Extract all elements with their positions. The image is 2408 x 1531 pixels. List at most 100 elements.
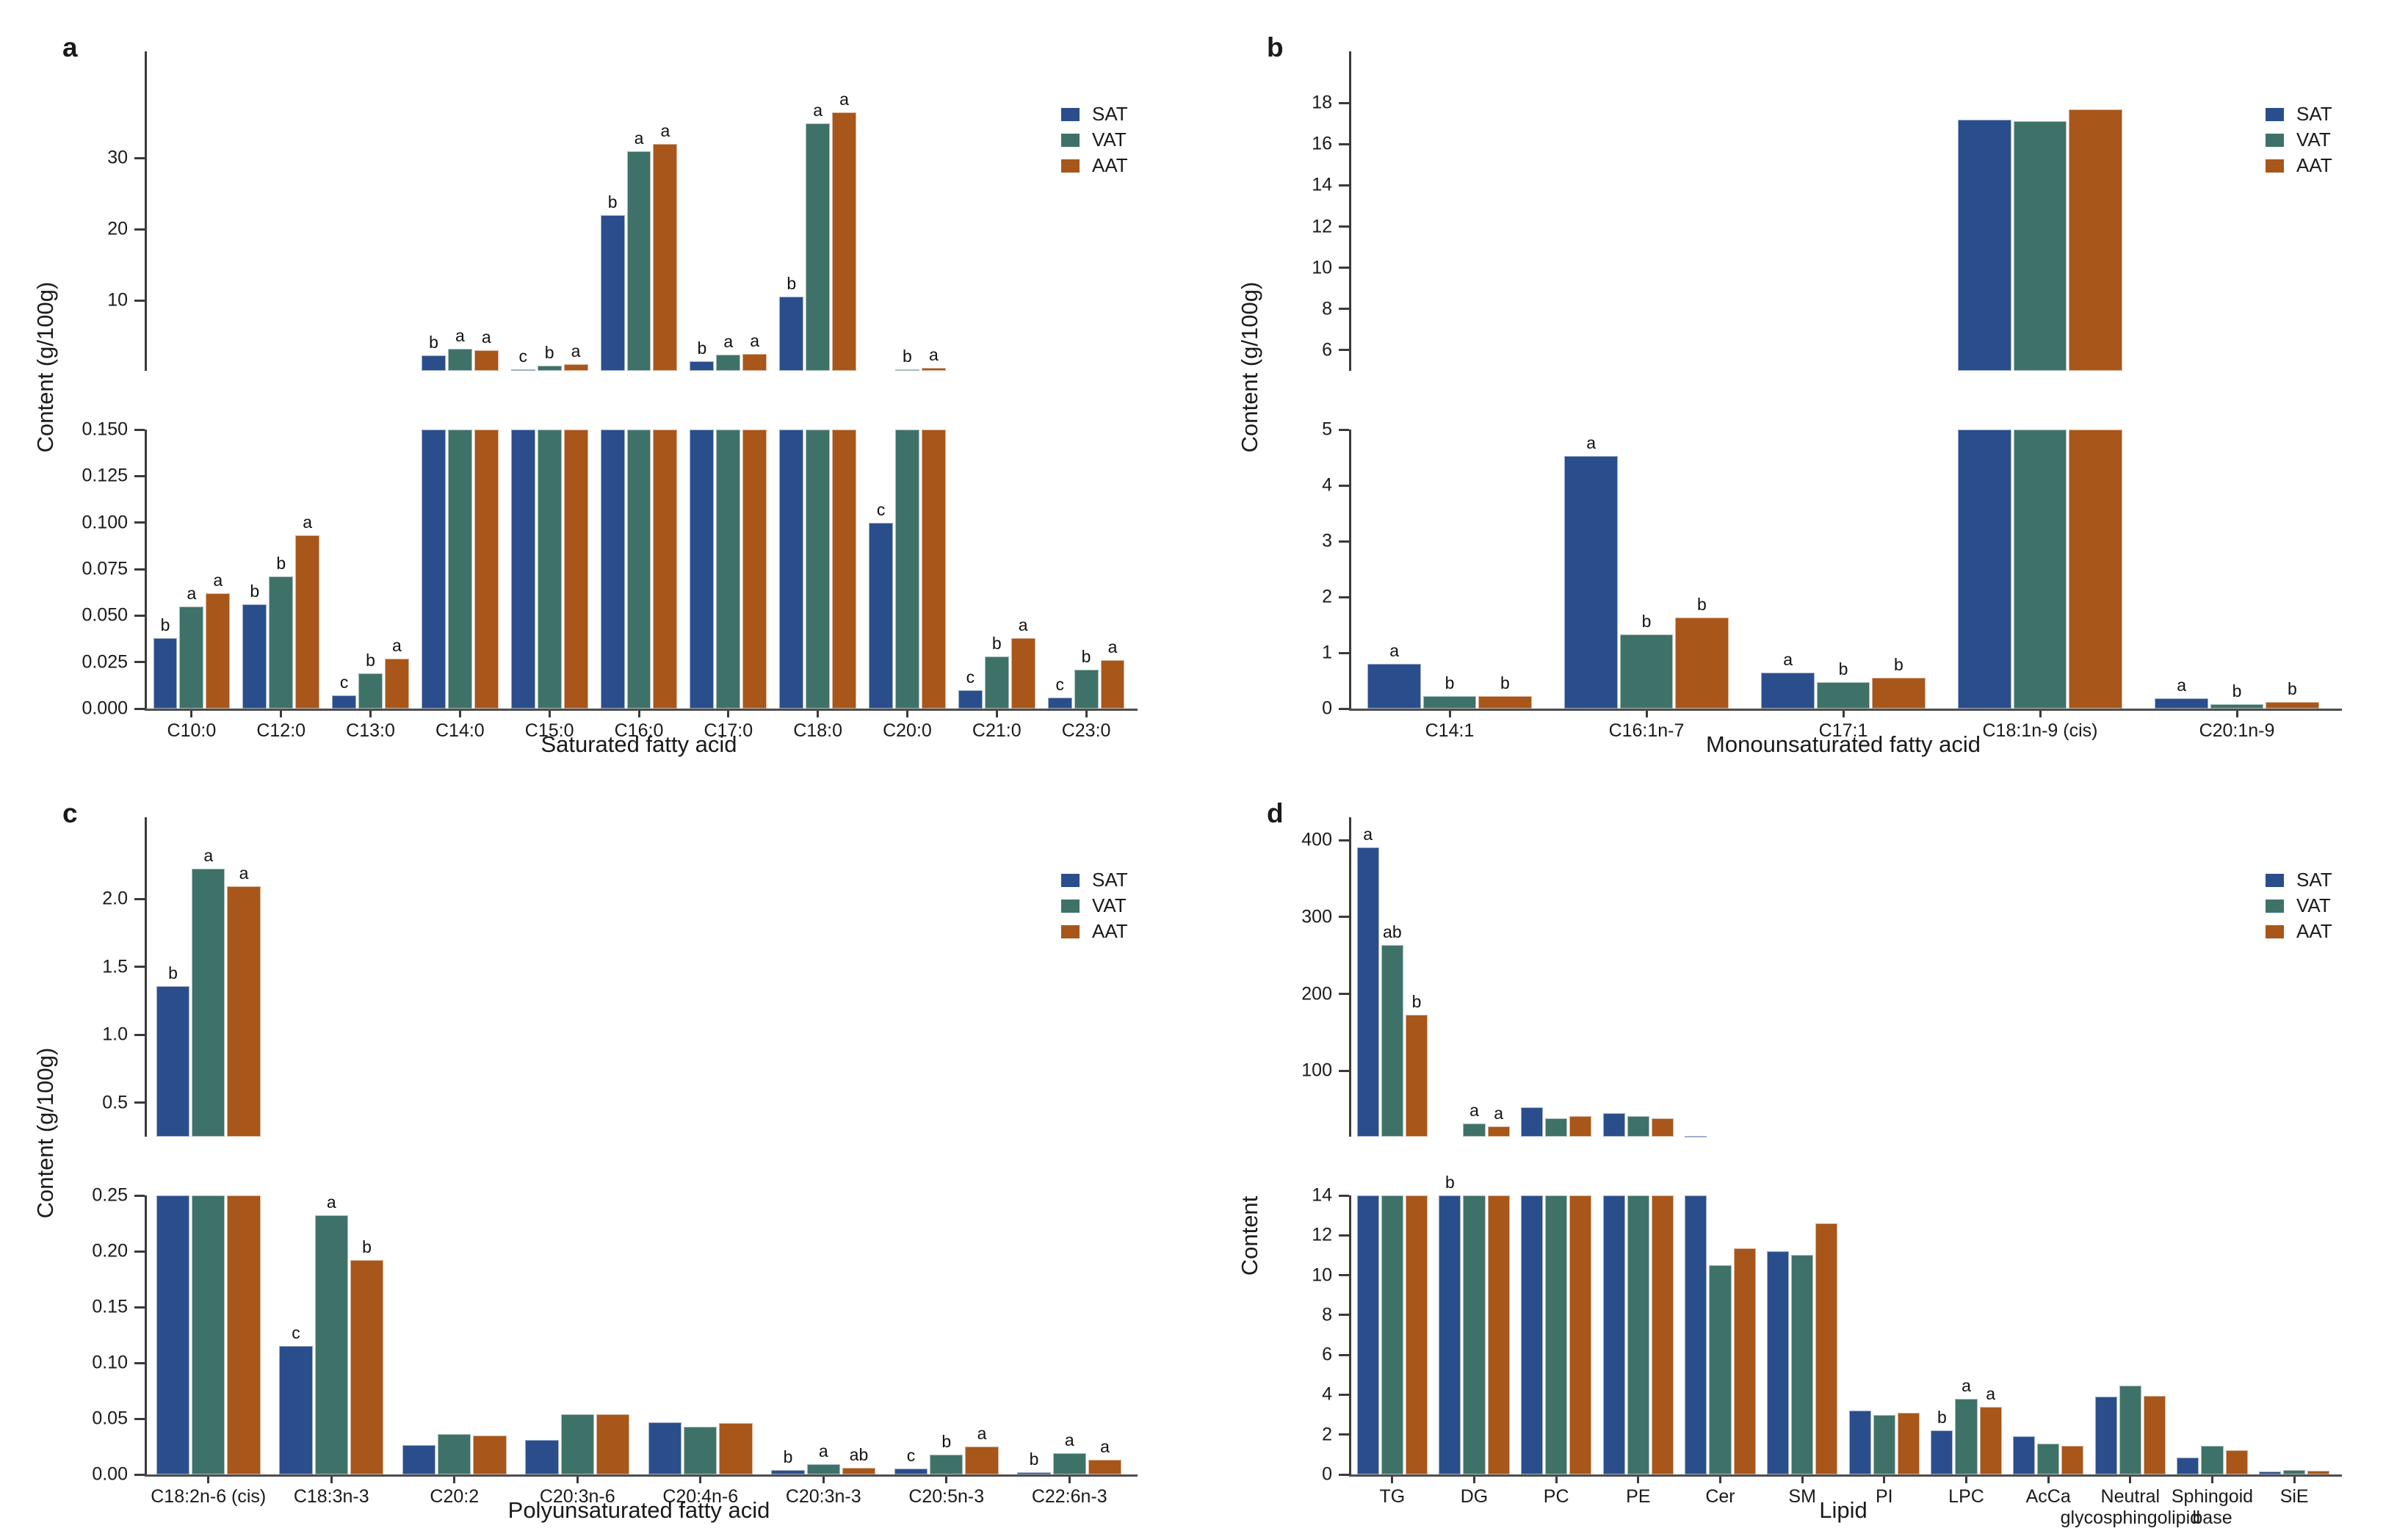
bar-VAT <box>2283 1470 2306 1474</box>
y-tick <box>1339 142 1349 145</box>
y-tick-label: 0.20 <box>92 1240 128 1262</box>
bar-SAT <box>1958 119 2011 371</box>
y-tick <box>134 1306 145 1309</box>
sig-letter: b <box>783 1447 793 1466</box>
x-tick-label: C14:1 <box>1425 720 1475 741</box>
bar-VAT <box>2201 1445 2224 1474</box>
plot-area: 100 200 300 400 0 2 4 6 8 10 12 14 TG a ab b DG b a a PC PE Ce… <box>1204 766 2408 1531</box>
x-tick-label: C18:2n-6 (cis) <box>151 1486 267 1507</box>
x-tick <box>1801 1477 1804 1483</box>
x-axis-title: Saturated fatty acid <box>540 731 737 757</box>
y-axis-top-segment <box>145 817 147 1137</box>
x-tick-label: C20:4n-6 <box>662 1486 739 1507</box>
legend-item: SAT <box>1061 867 1128 893</box>
bar-SAT <box>1931 1430 1953 1474</box>
y-tick-label: 8 <box>1322 298 1332 319</box>
sig-letter: a <box>1469 1101 1479 1121</box>
sig-letter: b <box>429 333 438 352</box>
legend-item: AAT <box>2266 919 2332 944</box>
bar-VAT <box>2013 430 2067 709</box>
sig-letter: a <box>1018 615 1028 634</box>
bar-VAT <box>1052 1453 1086 1474</box>
legend-swatch-VAT <box>2266 899 2284 913</box>
y-tick-label: 0.10 <box>92 1352 128 1373</box>
x-tick-label: C16:1n-7 <box>1608 720 1685 741</box>
y-tick-label: 100 <box>1301 1060 1332 1081</box>
bar-SAT <box>1685 1195 1707 1474</box>
plot-area: 0.5 1.0 1.5 2.0 0.00 0.05 0.10 0.15 0.20 0.25 C18:… <box>0 766 1204 1531</box>
bar-SAT <box>156 1195 190 1474</box>
sig-letter: a <box>1586 432 1597 452</box>
y-tick <box>1339 651 1349 654</box>
y-tick-label: 400 <box>1301 829 1332 850</box>
legend-label: SAT <box>2296 869 2332 891</box>
bar-AAT <box>350 1260 384 1474</box>
sig-letter: a <box>1363 824 1373 844</box>
y-axis-title: Content (g/100g) <box>32 1047 58 1219</box>
sig-letter: b <box>1029 1449 1039 1469</box>
legend: SAT VAT AAT <box>1061 101 1128 178</box>
sig-letter: c <box>966 667 975 687</box>
sig-letter: a <box>928 345 939 365</box>
legend-label: SAT <box>1092 103 1128 125</box>
bar-AAT <box>563 364 588 371</box>
x-tick-label: C21:0 <box>972 720 1022 741</box>
bar-AAT <box>384 658 409 709</box>
bar-VAT <box>560 1414 594 1474</box>
sig-letter: a <box>818 1441 828 1461</box>
y-tick <box>134 1033 145 1036</box>
legend-label: VAT <box>1092 129 1127 151</box>
x-tick-label: C23:0 <box>1061 720 1111 741</box>
sig-letter: b <box>1937 1408 1947 1427</box>
bar-SAT <box>2012 1436 2036 1474</box>
bar-VAT <box>179 606 204 709</box>
bar-VAT <box>447 349 472 371</box>
x-tick <box>2293 1477 2296 1483</box>
x-tick-label: PI <box>1876 1486 1893 1507</box>
y-tick <box>1339 1433 1349 1436</box>
y-tick-label: 10 <box>107 289 128 311</box>
y-tick-label: 0.125 <box>82 465 128 486</box>
sig-letter: a <box>481 327 491 347</box>
bar-VAT <box>537 430 562 709</box>
bar-SAT <box>1017 1472 1051 1474</box>
x-tick-label: C18:0 <box>793 720 842 741</box>
bar-VAT <box>1545 1118 1568 1137</box>
bar-SAT <box>1439 1195 1461 1474</box>
bar-AAT <box>1478 696 1532 709</box>
panel-label: d <box>1267 798 1284 828</box>
y-tick-label: 16 <box>1312 133 1332 154</box>
x-tick-label: C15:0 <box>524 720 574 741</box>
bar-SAT <box>1564 455 1618 709</box>
y-tick <box>134 568 145 571</box>
bar-SAT <box>242 604 267 709</box>
bar-SAT <box>779 430 804 709</box>
panel-label: c <box>62 798 78 828</box>
x-tick-label: C20:3n-3 <box>785 1486 861 1507</box>
sig-letter: a <box>2177 676 2187 695</box>
x-tick-label: PE <box>1626 1486 1651 1507</box>
x-tick <box>699 1477 702 1483</box>
bar-SAT <box>1602 1195 1625 1474</box>
bar-AAT <box>1569 1195 1592 1474</box>
y-tick <box>134 1417 145 1420</box>
x-tick-label: C12:0 <box>256 720 306 741</box>
y-tick <box>1339 1353 1349 1356</box>
legend-label: AAT <box>2296 920 2332 942</box>
x-tick <box>2129 1477 2132 1483</box>
bar-SAT <box>690 430 715 709</box>
y-tick-label: 6 <box>1322 1344 1332 1365</box>
bar-AAT <box>563 430 588 709</box>
x-tick-label: C17:0 <box>704 720 753 741</box>
sig-letter: b <box>1893 655 1903 675</box>
bar-SAT <box>600 215 625 371</box>
bar-AAT <box>227 1195 261 1474</box>
legend-swatch-AAT <box>1061 159 1080 173</box>
y-tick <box>134 1101 145 1104</box>
y-tick <box>1339 1234 1349 1237</box>
bar-AAT <box>206 593 231 709</box>
bar-AAT <box>965 1447 999 1474</box>
y-tick <box>1339 916 1349 919</box>
sig-letter: a <box>392 635 402 655</box>
x-tick <box>945 1477 948 1483</box>
